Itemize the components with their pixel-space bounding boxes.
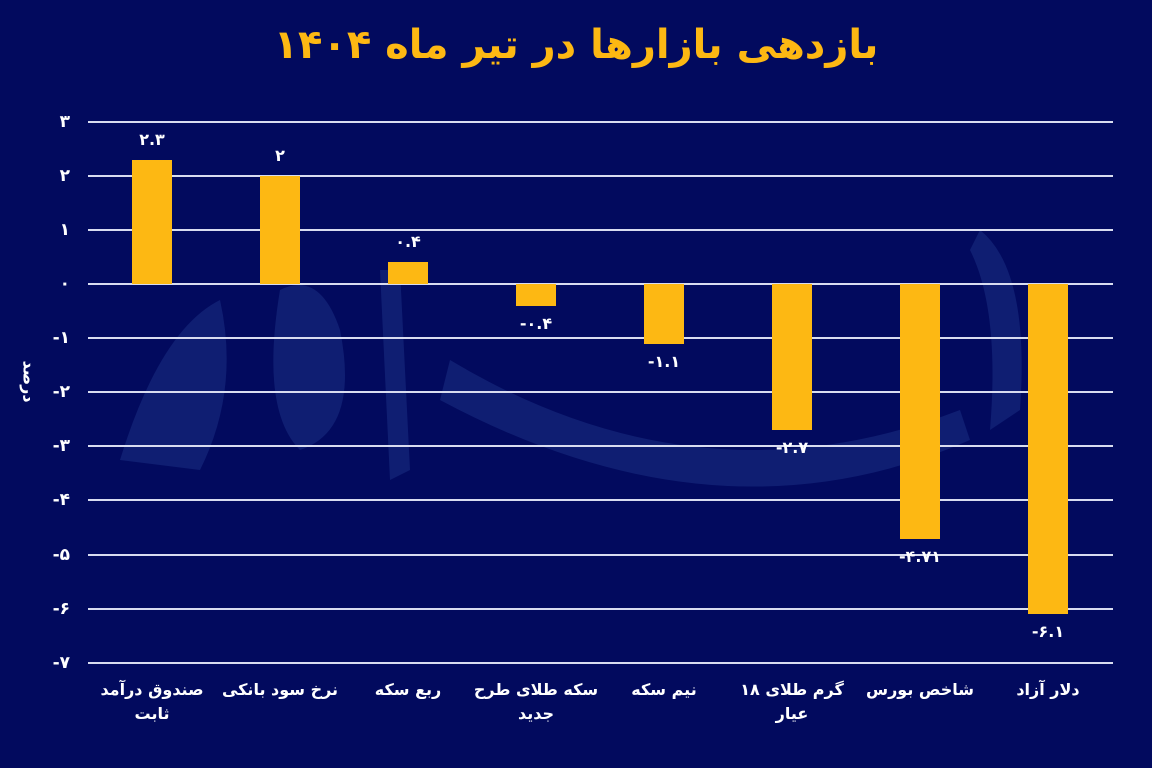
x-category-line1: نیم سکه	[631, 680, 697, 699]
x-category-line1: نرخ سود بانکی	[221, 680, 339, 699]
x-category-line2: جدید	[517, 704, 555, 723]
y-axis-label: درصد	[19, 360, 39, 403]
y-tick-label: -۵	[52, 544, 70, 565]
bar-value-label: -۴.۷۱	[898, 546, 941, 566]
x-category-line1: شاخص بورس	[866, 680, 974, 699]
gridline	[88, 228, 1113, 231]
gridline	[88, 337, 1113, 340]
gridline	[88, 283, 1113, 285]
bar-value-label: -۰.۴	[519, 313, 553, 333]
bar-value-label: ۲.۳	[139, 129, 165, 149]
x-category-label: نیم سکه	[600, 678, 728, 702]
x-category-line1: سکه طلای طرح	[473, 680, 599, 699]
chart-title: بازدهی بازارها در تیر ماه ۱۴۰۴	[273, 22, 879, 68]
y-tick-label: -۱	[52, 328, 70, 349]
bar-value-label: ۲	[275, 145, 285, 165]
bar[interactable]	[260, 175, 300, 284]
x-category-label: دلار آزاد	[984, 678, 1112, 702]
bar-value-label: -۱.۱	[647, 351, 681, 371]
bar-value-label: -۲.۷	[775, 438, 809, 458]
y-tick-label: -۶	[52, 598, 70, 619]
bar-value-label: -۶.۱	[1031, 622, 1065, 641]
gridline	[88, 120, 1113, 123]
y-tick-label: ۱	[59, 219, 70, 240]
gridline	[88, 499, 1113, 502]
bar-value-label: ۰.۴	[395, 232, 421, 252]
x-category-label: گرم طلای ۱۸ عیار	[728, 678, 856, 726]
gridline	[88, 445, 1113, 448]
x-category-line1: ربع سکه	[374, 680, 442, 699]
bar[interactable]	[388, 262, 428, 284]
bar[interactable]	[1028, 284, 1068, 614]
gridline	[88, 661, 1113, 664]
gridline	[88, 607, 1113, 610]
x-category-line1: صندوق درآمد	[100, 680, 204, 699]
x-category-line1: دلار آزاد	[1016, 680, 1080, 699]
x-category-line1: گرم طلای ۱۸ عیار	[740, 680, 844, 723]
x-category-label: شاخص بورس	[856, 678, 984, 702]
bar[interactable]	[900, 284, 940, 539]
x-category-label: صندوق درآمد ثابت	[88, 678, 216, 726]
bar[interactable]	[516, 284, 556, 306]
y-tick-label: -۳	[52, 436, 70, 457]
bar[interactable]	[644, 284, 684, 344]
gridline	[88, 391, 1113, 394]
y-tick-label: -۴	[52, 490, 70, 511]
gridline	[88, 174, 1113, 177]
x-category-line2: ثابت	[134, 704, 170, 723]
bar[interactable]	[772, 284, 812, 431]
gridline	[88, 553, 1113, 556]
y-tick-label: ۳	[59, 111, 70, 132]
x-category-label: ربع سکه	[344, 678, 472, 702]
x-category-label: نرخ سود بانکی	[216, 678, 344, 702]
bar[interactable]	[132, 159, 172, 284]
x-category-label: سکه طلای طرح جدید	[472, 678, 600, 726]
y-tick-label: ۰	[59, 274, 70, 294]
y-tick-label: ۲	[59, 165, 70, 186]
y-tick-label: -۲	[52, 382, 70, 403]
y-tick-label: -۷	[52, 652, 70, 673]
